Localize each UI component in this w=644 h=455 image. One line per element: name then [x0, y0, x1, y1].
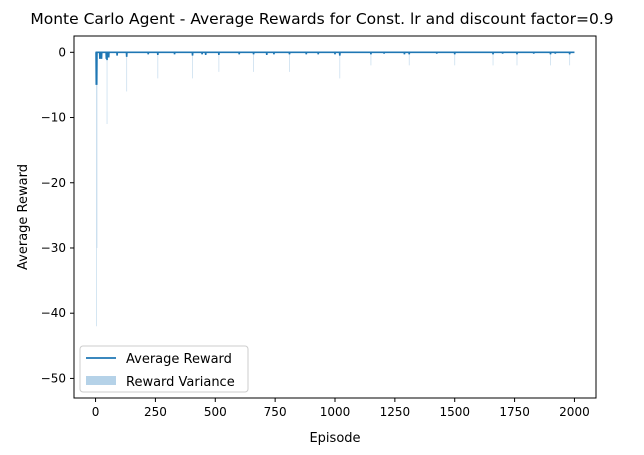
y-tick-label: −20: [41, 176, 66, 190]
y-tick-label: 0: [58, 45, 66, 59]
x-axis-label: Episode: [309, 431, 360, 446]
x-tick-label: 1250: [380, 405, 411, 419]
x-tick-label: 500: [204, 405, 227, 419]
x-tick-label: 1000: [320, 405, 351, 419]
legend-band-swatch: [86, 376, 116, 385]
y-tick-label: −10: [41, 111, 66, 125]
y-tick-label: −30: [41, 241, 66, 255]
x-tick-label: 1500: [439, 405, 470, 419]
x-tick-label: 750: [264, 405, 287, 419]
y-tick-label: −50: [41, 371, 66, 385]
legend: Average Reward Reward Variance: [79, 345, 249, 393]
legend-label: Average Reward: [126, 352, 232, 367]
x-tick-label: 250: [144, 405, 167, 419]
x-tick-label: 2000: [559, 405, 590, 419]
chart-title: Monte Carlo Agent - Average Rewards for …: [30, 10, 613, 28]
axis-ticks: 0 250 500 750 1000 1250 1500 1750 2000 0 −10 −20 −30…: [41, 45, 590, 419]
y-tick-label: −40: [41, 306, 66, 320]
x-tick-label: 1750: [499, 405, 530, 419]
plot-frame: [73, 35, 597, 399]
average-reward-line: [95, 51, 575, 85]
x-tick-label: 0: [92, 405, 100, 419]
legend-box: [79, 345, 249, 393]
plot-area: [95, 51, 575, 327]
y-axis-label: Average Reward: [16, 164, 31, 270]
legend-label: Reward Variance: [126, 375, 235, 390]
